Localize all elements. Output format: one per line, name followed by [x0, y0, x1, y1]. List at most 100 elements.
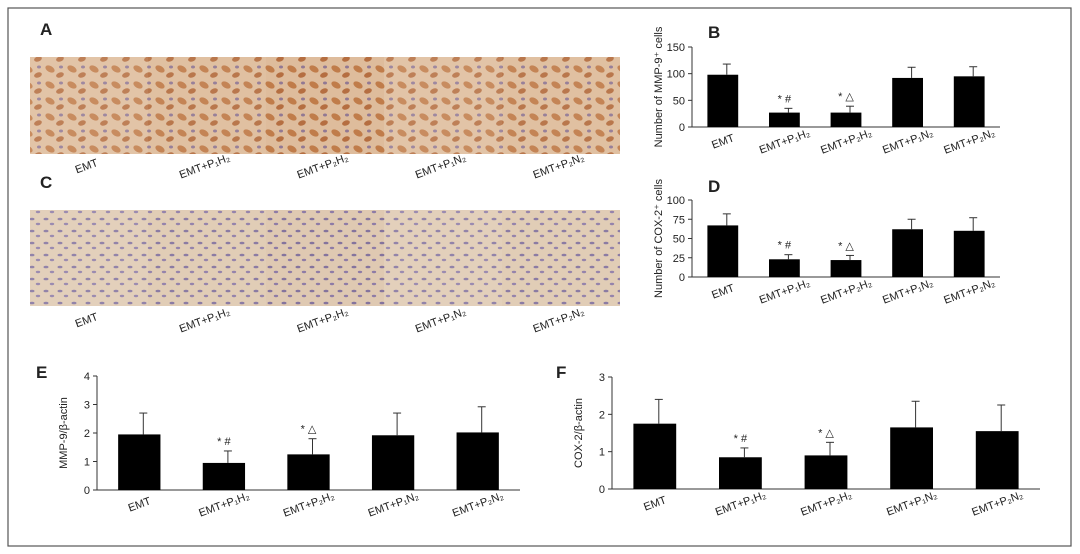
- error-bar: [740, 447, 749, 458]
- y-tick-label: 0: [84, 485, 90, 497]
- x-tick-label: EMT+P₁H₂: [758, 277, 812, 306]
- image-label: EMT+P₂N₂: [532, 306, 586, 336]
- significance-label: * #: [217, 436, 231, 448]
- y-tick-label: 4: [84, 371, 90, 383]
- image-label: EMT+P₂H₂: [296, 152, 350, 182]
- x-tick-label: EMT+P₁H₂: [714, 489, 768, 518]
- y-tick-label: 50: [673, 234, 685, 246]
- x-tick-label: EMT: [710, 132, 736, 151]
- x-tick-label: EMT+P₂H₂: [819, 277, 873, 307]
- bar: [975, 431, 1019, 489]
- error-bar: [784, 107, 793, 113]
- y-axis-label: COX-2/β-actin: [573, 398, 585, 468]
- y-tick-label: 3: [599, 372, 605, 384]
- bar: [890, 427, 933, 489]
- image-label: EMT+P₁N₂: [414, 152, 468, 181]
- x-tick-label: EMT+P₁N₂: [881, 127, 935, 156]
- micrograph: [266, 57, 384, 154]
- image-label: EMT+P₁H₂: [178, 306, 232, 335]
- x-tick-label: EMT+P₁N₂: [881, 277, 935, 306]
- y-tick-label: 0: [599, 484, 605, 496]
- error-bar: [969, 66, 978, 77]
- y-tick-label: 75: [673, 214, 685, 226]
- image-label: EMT: [74, 157, 100, 176]
- x-tick-label: EMT+P₁N₂: [885, 489, 939, 518]
- x-tick-label: EMT+P₂N₂: [942, 127, 996, 157]
- micrograph: [148, 57, 266, 154]
- y-tick-label: 100: [667, 195, 685, 207]
- error-bar: [784, 254, 793, 260]
- bar: [953, 76, 985, 127]
- error-bar: [722, 213, 731, 226]
- micrograph: [266, 210, 384, 306]
- bar: [892, 229, 923, 277]
- significance-label: * #: [778, 93, 792, 105]
- significance-label: * △: [818, 427, 834, 439]
- micrograph: [384, 210, 502, 306]
- y-axis-label: Number of MMP-9⁺ cells: [653, 26, 665, 147]
- panel-letter: E: [36, 363, 47, 382]
- error-bar: [654, 398, 663, 424]
- y-tick-label: 25: [673, 253, 685, 265]
- error-bar: [139, 412, 148, 435]
- x-tick-label: EMT+P₂H₂: [799, 489, 853, 519]
- y-tick-label: 0: [679, 122, 685, 134]
- bar: [202, 462, 246, 490]
- error-bar: [223, 450, 232, 463]
- panel-letter: B: [708, 23, 720, 42]
- significance-label: * #: [778, 240, 792, 252]
- image-label: EMT: [74, 311, 100, 330]
- bar: [953, 230, 985, 277]
- x-tick-label: EMT+P₁N₂: [367, 490, 421, 519]
- x-tick-label: EMT+P₂N₂: [970, 489, 1024, 519]
- bar: [804, 455, 848, 489]
- error-bar: [846, 254, 854, 261]
- significance-label: * △: [838, 91, 854, 103]
- bar: [707, 74, 739, 127]
- significance-label: * △: [301, 424, 317, 436]
- x-tick-label: EMT+P₂H₂: [282, 490, 336, 520]
- bar: [371, 435, 415, 490]
- y-tick-label: 50: [673, 95, 685, 107]
- error-bar: [393, 412, 402, 436]
- panel-letter: A: [40, 20, 52, 39]
- x-tick-label: EMT+P₂N₂: [942, 277, 996, 307]
- y-tick-label: 100: [667, 69, 685, 81]
- error-bar: [846, 105, 854, 113]
- frame: [7, 7, 1072, 547]
- bar: [118, 434, 161, 490]
- y-tick-label: 2: [84, 428, 90, 440]
- bar: [769, 259, 800, 277]
- x-tick-label: EMT: [642, 494, 668, 513]
- y-tick-label: 1: [599, 447, 605, 459]
- significance-label: * △: [838, 240, 854, 252]
- bar: [707, 225, 739, 277]
- panel-letter: D: [708, 177, 720, 196]
- bar: [830, 112, 862, 127]
- error-bar: [308, 438, 317, 455]
- micrograph: [502, 57, 620, 154]
- bar: [456, 432, 499, 490]
- image-label: EMT+P₁H₂: [178, 152, 232, 181]
- bar: [769, 112, 800, 127]
- x-tick-label: EMT+P₁H₂: [758, 127, 812, 156]
- y-tick-label: 1: [84, 457, 90, 469]
- bar: [633, 423, 677, 489]
- error-bar: [997, 404, 1006, 432]
- y-tick-label: 2: [599, 409, 605, 421]
- panel-letter: F: [556, 363, 566, 382]
- error-bar: [907, 66, 916, 78]
- bar: [892, 77, 923, 127]
- y-tick-label: 0: [679, 272, 685, 284]
- micrograph: [148, 210, 266, 306]
- bar: [287, 454, 330, 490]
- error-bar: [969, 217, 978, 231]
- y-axis-label: Number of COX-2⁺ cells: [653, 179, 665, 298]
- panel-letter: C: [40, 173, 52, 192]
- error-bar: [907, 218, 916, 230]
- bar: [719, 457, 762, 489]
- y-tick-label: 150: [667, 42, 685, 54]
- x-tick-label: EMT+P₂H₂: [819, 127, 873, 157]
- error-bar: [722, 63, 731, 75]
